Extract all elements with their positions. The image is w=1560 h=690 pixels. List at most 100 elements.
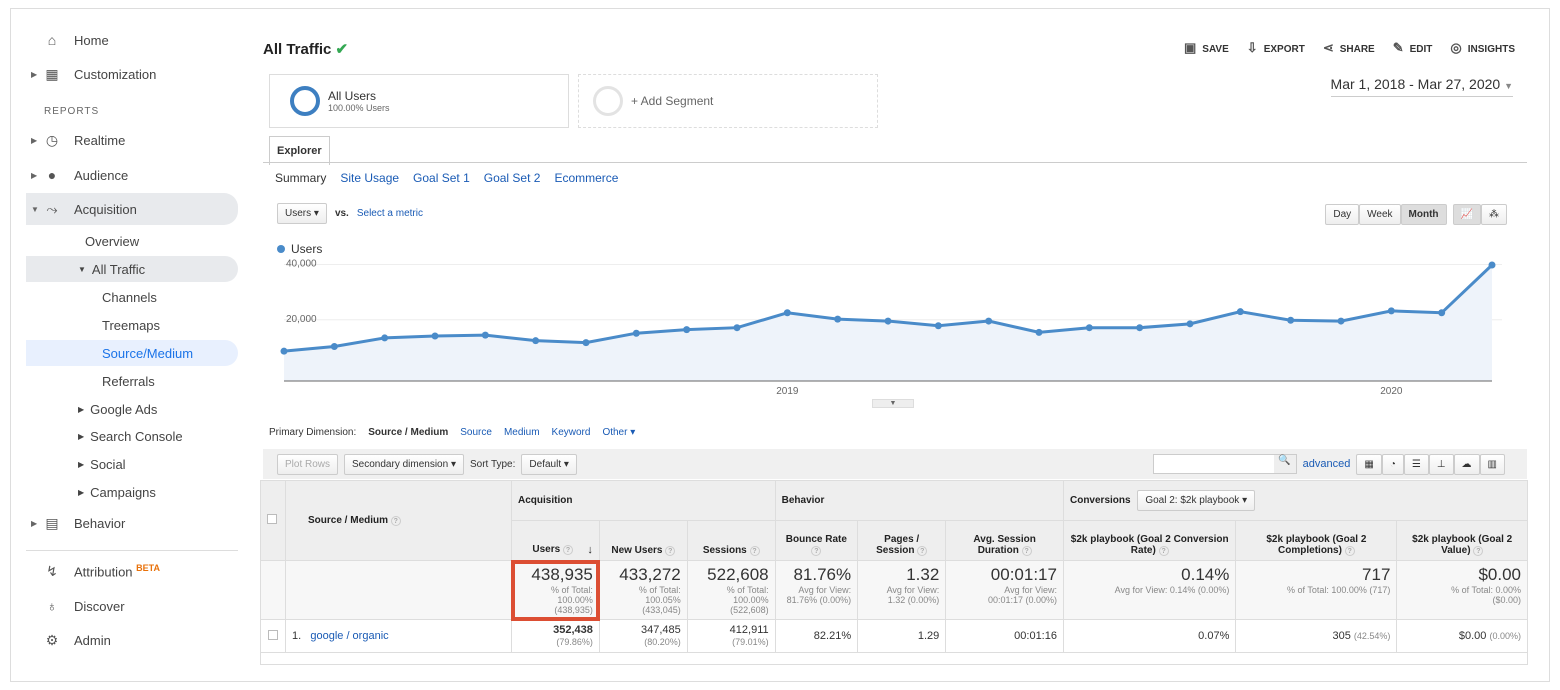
column-header[interactable]: Avg. Session Duration ? — [945, 520, 1064, 561]
comparison-view-icon[interactable]: ⊥ — [1428, 453, 1454, 475]
primary-dimension-bar: Primary Dimension: Source / Medium Sourc… — [269, 427, 636, 438]
date-range-picker[interactable]: Mar 1, 2018 - Mar 27, 2020 ▼ — [1330, 76, 1513, 97]
goal-select[interactable]: Goal 2: $2k playbook ▾ — [1137, 490, 1256, 511]
plot-rows-button[interactable]: Plot Rows — [277, 453, 339, 475]
help-icon: ? — [1473, 546, 1484, 556]
caret-right-icon: ▶ — [31, 135, 38, 145]
tab-site-usage[interactable]: Site Usage — [340, 171, 400, 185]
sidebar-item-realtime[interactable]: ▶ ◷ Realtime — [31, 131, 126, 148]
performance-view-icon[interactable]: ☰ — [1403, 453, 1429, 475]
add-segment-button[interactable]: + Add Segment — [578, 74, 878, 128]
sidebar-item-google-ads[interactable]: ▶ Google Ads — [78, 401, 158, 417]
sidebar-item-referrals[interactable]: Referrals — [102, 373, 155, 389]
dimension-other[interactable]: Other ▾ — [602, 427, 636, 438]
column-header[interactable]: New Users ? — [598, 520, 688, 561]
sidebar-item-discover[interactable]: ♁ Discover — [26, 590, 238, 622]
sidebar-item-treemaps[interactable]: Treemaps — [102, 317, 161, 333]
page-title: All Traffic ✔ — [263, 41, 349, 58]
sort-type-select[interactable]: Default ▾ — [521, 453, 577, 475]
sidebar-item-all-traffic[interactable]: ▼ All Traffic — [26, 256, 238, 282]
dimension-source[interactable]: Source — [460, 427, 492, 438]
metric-select[interactable]: Users ▾ — [277, 203, 327, 224]
table-search-input[interactable] — [1153, 455, 1274, 473]
gear-icon: ⚙ — [45, 631, 59, 648]
metric-cell: 82.21% — [774, 619, 859, 653]
select-all-checkbox[interactable] — [267, 514, 277, 524]
dimension-link[interactable]: google / organic — [310, 630, 389, 642]
sidebar-item-home[interactable]: ⌂ Home — [26, 24, 238, 56]
caret-right-icon: ▶ — [78, 487, 85, 497]
column-header[interactable]: Users ? ↓ — [511, 520, 600, 561]
screenshot-frame — [10, 8, 1550, 682]
reports-heading: REPORTS — [44, 106, 100, 117]
dimension-source-medium[interactable]: Source / Medium — [368, 427, 449, 438]
segment-all-users[interactable]: All Users 100.00% Users — [269, 74, 569, 128]
home-icon: ⌂ — [47, 32, 57, 48]
pie-view-icon[interactable]: ◔ — [1381, 453, 1404, 475]
column-header[interactable]: $2k playbook (Goal 2 Completions) ? — [1235, 520, 1398, 561]
sidebar-item-channels[interactable]: Channels — [102, 289, 157, 305]
chart-collapse-handle[interactable]: ▼ — [872, 399, 914, 408]
sidebar-item-acquisition[interactable]: ▼ ⤳ Acquisition — [26, 193, 238, 225]
week-button[interactable]: Week — [1359, 204, 1401, 225]
sidebar-item-source-medium[interactable]: Source/Medium — [26, 340, 238, 366]
column-header[interactable]: Sessions ? — [686, 520, 776, 561]
tab-goal-set-2[interactable]: Goal Set 2 — [483, 171, 541, 185]
search-icon[interactable]: 🔍 — [1273, 455, 1296, 473]
export-icon: ⇩ — [1246, 40, 1258, 55]
tab-goal-set-1[interactable]: Goal Set 1 — [413, 171, 470, 185]
behavior-icon: ▤ — [45, 514, 59, 531]
advanced-filter-link[interactable]: advanced — [1302, 458, 1351, 470]
main-content: All Traffic ✔ ▣ SAVE ⇩ EXPORT ⋖ SHARE ✎ EDIT… — [255, 24, 1535, 665]
data-point — [1287, 316, 1295, 324]
y-tick-label: 20,000 — [286, 314, 317, 325]
y-tick-label: 40,000 — [286, 259, 317, 270]
segment-placeholder-icon — [593, 86, 623, 116]
tab-summary[interactable]: Summary — [275, 171, 327, 185]
month-button[interactable]: Month — [1400, 204, 1447, 225]
help-icon: ? — [749, 546, 760, 556]
save-button[interactable]: ▣ SAVE — [1183, 40, 1229, 55]
metric-cell: 412,911 (79.01%) — [686, 619, 776, 653]
column-header[interactable]: Pages / Session ? — [857, 520, 947, 561]
day-button[interactable]: Day — [1325, 204, 1360, 225]
caret-down-icon: ▼ — [78, 264, 86, 274]
column-header[interactable]: $2k playbook (Goal 2 Conversion Rate) ? — [1062, 520, 1237, 561]
dimension-medium[interactable]: Medium — [503, 427, 540, 438]
share-button[interactable]: ⋖ SHARE — [1322, 40, 1375, 55]
sidebar-item-customization[interactable]: ▶ ▦ Customization — [31, 65, 157, 82]
metric-cell: 305 (42.54%) — [1235, 619, 1398, 653]
dimension-keyword[interactable]: Keyword — [551, 427, 591, 438]
caret-right-icon: ▶ — [78, 459, 85, 469]
sidebar-item-social[interactable]: ▶ Social — [78, 456, 126, 472]
data-point — [834, 315, 842, 323]
column-header[interactable]: Bounce Rate ? — [774, 520, 859, 561]
select-all-cell — [260, 480, 286, 561]
metric-cell: 352,438 (79.86%) — [511, 619, 600, 653]
insights-button[interactable]: ◎ INSIGHTS — [1450, 40, 1515, 55]
table-row: 1. google / organic 352,438 (79.86%) 347,4… — [260, 619, 1528, 653]
export-button[interactable]: ⇩ EXPORT — [1246, 40, 1305, 55]
help-icon: ? — [665, 546, 676, 556]
tab-explorer[interactable]: Explorer — [269, 136, 330, 165]
pivot-view-icon[interactable]: ▥ — [1479, 453, 1505, 475]
edit-button[interactable]: ✎ EDIT — [1392, 40, 1433, 55]
sidebar-item-attribution[interactable]: ↯ Attribution BETA — [26, 555, 238, 587]
motion-chart-icon[interactable]: ⁂ — [1481, 204, 1507, 225]
sidebar-item-search-console[interactable]: ▶ Search Console — [78, 428, 183, 444]
select-metric-link[interactable]: Select a metric — [356, 208, 423, 219]
table-row — [260, 652, 1528, 665]
tab-ecommerce[interactable]: Ecommerce — [554, 171, 619, 185]
sidebar-item-behavior[interactable]: ▶ ▤ Behavior — [31, 514, 126, 531]
sidebar-item-admin[interactable]: ⚙ Admin — [45, 631, 111, 648]
term-cloud-icon[interactable]: ☁ — [1453, 453, 1480, 475]
sort-arrow-down-icon[interactable]: ↓ — [587, 544, 593, 556]
column-header[interactable]: $2k playbook (Goal 2 Value) ? — [1396, 520, 1528, 561]
secondary-dimension-select[interactable]: Secondary dimension ▾ — [344, 453, 464, 475]
table-view-icon[interactable]: ▦ — [1356, 453, 1382, 475]
line-chart-icon[interactable]: 📈 — [1452, 204, 1481, 225]
sidebar-item-audience[interactable]: ▶ ● Audience — [31, 167, 129, 183]
row-checkbox[interactable] — [268, 629, 278, 640]
sidebar-item-campaigns[interactable]: ▶ Campaigns — [78, 484, 156, 500]
sidebar-item-overview[interactable]: Overview — [85, 233, 140, 249]
